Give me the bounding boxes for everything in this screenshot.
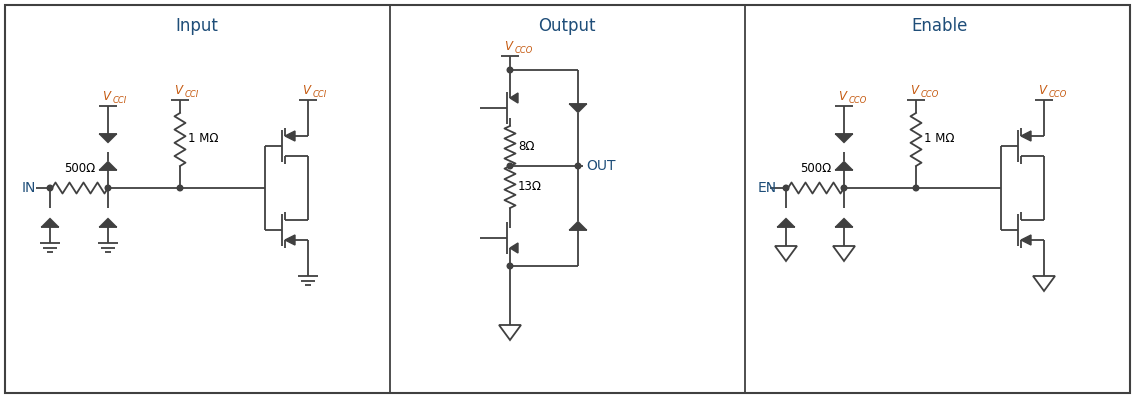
Text: EN: EN xyxy=(758,181,777,195)
Polygon shape xyxy=(285,131,295,141)
Text: Output: Output xyxy=(538,17,596,35)
Polygon shape xyxy=(510,243,518,253)
Text: V: V xyxy=(174,84,182,97)
Text: CCO: CCO xyxy=(849,96,867,105)
Text: V: V xyxy=(504,40,512,53)
Text: 500Ω: 500Ω xyxy=(800,162,832,175)
Polygon shape xyxy=(1022,131,1031,141)
Polygon shape xyxy=(569,104,587,113)
Text: CCO: CCO xyxy=(920,90,940,99)
Polygon shape xyxy=(835,218,854,227)
Text: V: V xyxy=(102,90,110,103)
Circle shape xyxy=(507,67,513,73)
Polygon shape xyxy=(285,235,295,245)
Circle shape xyxy=(106,185,111,191)
Text: Input: Input xyxy=(176,17,218,35)
Text: V: V xyxy=(302,84,310,97)
Text: CCO: CCO xyxy=(515,46,533,55)
Text: CCI: CCI xyxy=(185,90,200,99)
Circle shape xyxy=(841,185,847,191)
Text: CCI: CCI xyxy=(114,96,127,105)
Polygon shape xyxy=(99,218,117,227)
Circle shape xyxy=(48,185,53,191)
Polygon shape xyxy=(99,134,117,143)
Text: CCI: CCI xyxy=(313,90,327,99)
Text: V: V xyxy=(1039,84,1046,97)
Text: V: V xyxy=(910,84,918,97)
Text: Enable: Enable xyxy=(911,17,968,35)
Polygon shape xyxy=(777,218,794,227)
Polygon shape xyxy=(835,134,854,143)
Polygon shape xyxy=(99,161,117,170)
Text: 1 MΩ: 1 MΩ xyxy=(188,131,219,144)
Circle shape xyxy=(177,185,183,191)
Polygon shape xyxy=(510,93,518,103)
Polygon shape xyxy=(835,161,854,170)
Polygon shape xyxy=(569,221,587,230)
Text: CCO: CCO xyxy=(1049,90,1067,99)
Polygon shape xyxy=(41,218,59,227)
Polygon shape xyxy=(1022,235,1031,245)
Circle shape xyxy=(575,163,581,169)
Text: 1 MΩ: 1 MΩ xyxy=(924,131,955,144)
Circle shape xyxy=(507,163,513,169)
Text: OUT: OUT xyxy=(586,159,615,173)
Text: V: V xyxy=(838,90,846,103)
Text: IN: IN xyxy=(22,181,36,195)
Circle shape xyxy=(914,185,919,191)
Circle shape xyxy=(783,185,789,191)
Text: 13Ω: 13Ω xyxy=(518,181,543,193)
Text: 8Ω: 8Ω xyxy=(518,140,535,152)
Circle shape xyxy=(507,263,513,269)
Text: 500Ω: 500Ω xyxy=(65,162,95,175)
